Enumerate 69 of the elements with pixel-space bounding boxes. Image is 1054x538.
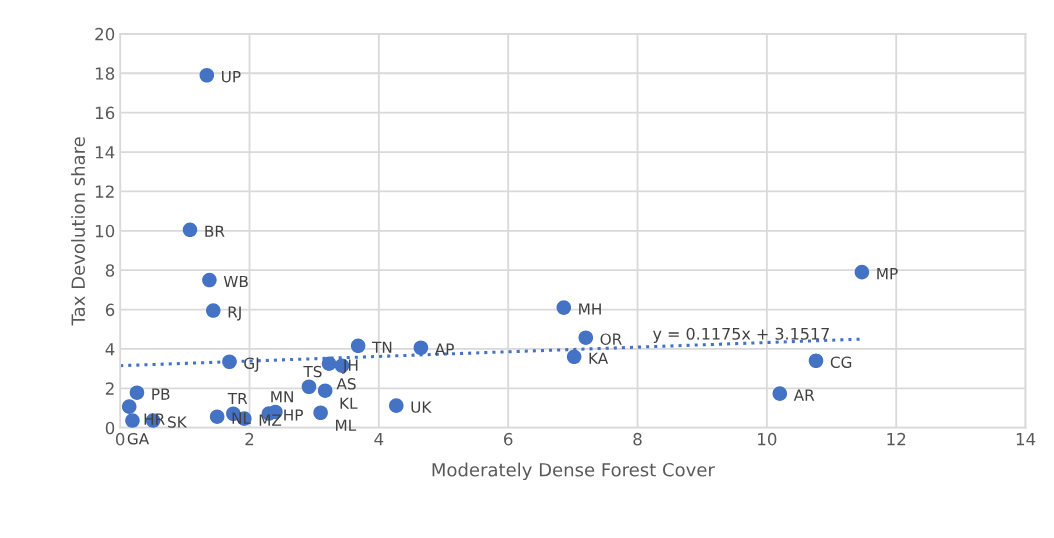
point <box>317 383 333 398</box>
x-tick-label: 14 <box>1016 433 1036 446</box>
point <box>854 264 870 280</box>
x-tick-label: 6 <box>504 432 513 446</box>
annotation: GA <box>127 432 150 445</box>
point <box>389 398 404 413</box>
point <box>202 272 217 288</box>
y-tick-label: 20 <box>95 27 115 41</box>
point <box>121 399 137 414</box>
y-tick-label: 12 <box>95 185 114 198</box>
y-axis-title: Tax Devolution share <box>71 137 86 326</box>
y-tick-label: 6 <box>105 303 115 317</box>
y-tick-label: 14 <box>95 146 115 159</box>
point <box>125 413 140 428</box>
annotation: TN <box>371 341 392 353</box>
annotation: WB <box>223 275 248 288</box>
x-tick-label: 0 <box>115 432 125 446</box>
annotation: SK <box>168 416 188 428</box>
point <box>313 405 328 421</box>
annotation: OR <box>600 333 622 345</box>
annotation: RJ <box>228 306 241 321</box>
y-tick-label: 16 <box>95 106 115 120</box>
point <box>182 222 198 238</box>
annotation: MP <box>877 268 898 280</box>
annotation: GJ <box>244 357 259 372</box>
x-tick-label: 4 <box>374 433 384 446</box>
point <box>413 340 429 356</box>
point <box>578 330 594 346</box>
point <box>199 67 215 83</box>
y-tick-label: 8 <box>105 264 115 277</box>
annotation: AR <box>793 389 815 401</box>
annotation: KL <box>340 397 358 409</box>
point <box>350 338 366 354</box>
annotation: TS <box>303 365 322 378</box>
point <box>808 353 824 369</box>
annotation: AP <box>434 343 454 355</box>
point <box>772 386 788 401</box>
annotation: MN <box>271 391 293 403</box>
y-tick-label: 2 <box>105 382 114 395</box>
annotation: BR <box>205 225 225 237</box>
x-tick-label: 10 <box>758 432 777 446</box>
point <box>206 303 221 318</box>
point <box>209 409 225 424</box>
y-tick-label: 0 <box>105 421 115 435</box>
annotation: UK <box>411 401 432 413</box>
point <box>321 356 337 371</box>
point <box>129 385 145 400</box>
y-tick-label: 4 <box>105 343 115 356</box>
point <box>556 300 572 315</box>
x-tick-label: 12 <box>887 432 906 446</box>
x-tick-label: 8 <box>633 432 642 446</box>
annotation: PB <box>152 388 170 400</box>
annotation: UP <box>222 71 241 83</box>
annotation: TR <box>227 392 248 405</box>
annotation: KA <box>589 352 609 364</box>
y-tick-label: 18 <box>95 67 115 80</box>
annotation: HP <box>284 409 303 421</box>
annotation: MH <box>579 303 601 315</box>
y-tick-label: 10 <box>95 224 115 238</box>
point <box>301 379 317 395</box>
point <box>566 349 582 365</box>
x-tick-label: 2 <box>245 432 254 446</box>
x-axis-title: Moderately Dense Forest Cover <box>432 462 715 481</box>
annotation: CG <box>830 356 852 368</box>
annotation: ML <box>336 419 357 431</box>
annotation: y = 0.1175x + 3.1517 <box>653 327 829 343</box>
annotation: AS <box>336 378 356 390</box>
point <box>222 354 237 370</box>
annotation: NL <box>232 412 251 424</box>
